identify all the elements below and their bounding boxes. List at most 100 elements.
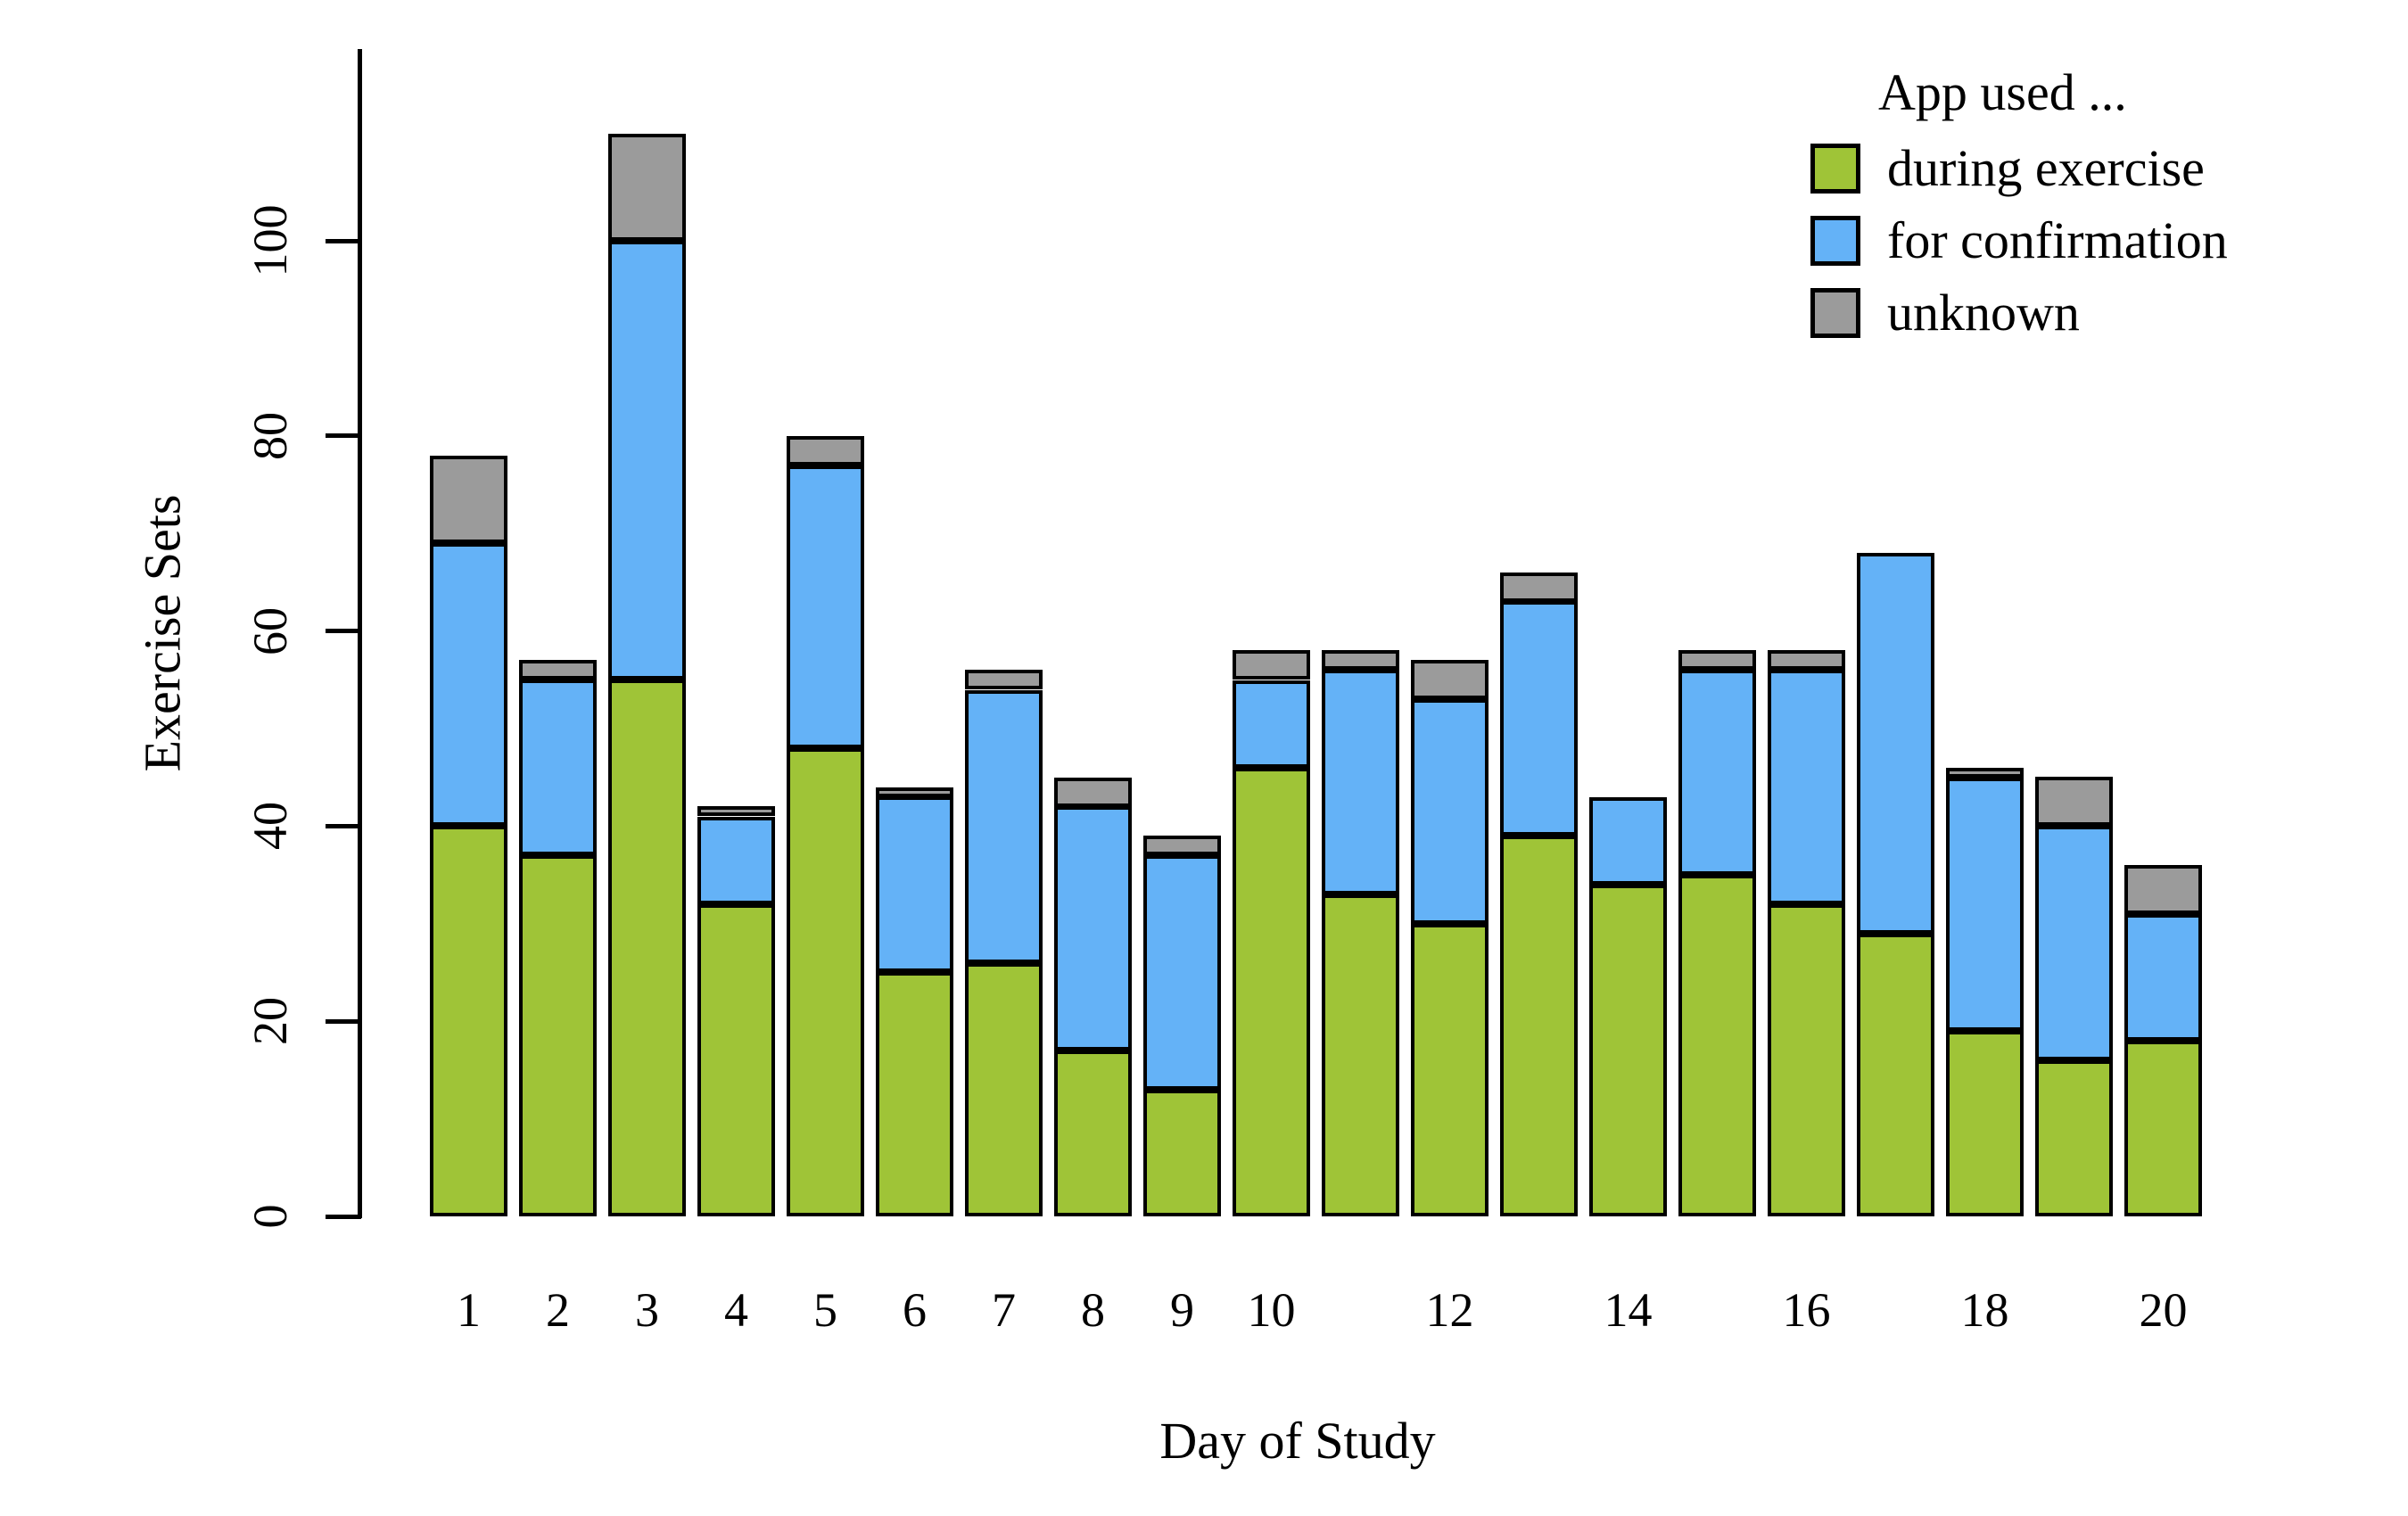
bar-day-6-segment-for-confirmation <box>876 796 953 972</box>
y-tick-label-0: 0 <box>243 1204 297 1229</box>
bar-day-5-segment-for-confirmation <box>787 466 864 748</box>
bar-day-17-segment-during-exercise <box>1857 934 1934 1216</box>
x-tick-label-6: 6 <box>903 1283 927 1337</box>
y-axis-title: Exercise Sets <box>133 494 192 772</box>
legend-item-for-confirmation: for confirmation <box>1810 210 2228 270</box>
bar-day-11-segment-during-exercise <box>1322 894 1399 1216</box>
bar-day-15-segment-for-confirmation <box>1678 670 1756 875</box>
x-tick-label-8: 8 <box>1081 1283 1105 1337</box>
y-tick-0 <box>326 1215 361 1219</box>
x-tick-label-18: 18 <box>1960 1283 2009 1337</box>
y-tick-80 <box>326 433 361 438</box>
bar-day-18-segment-during-exercise <box>1946 1031 2024 1216</box>
bar-day-11-segment-unknown <box>1322 650 1399 670</box>
x-tick-label-1: 1 <box>457 1283 481 1337</box>
bar-day-1-segment-during-exercise <box>430 826 507 1216</box>
bar-day-3-segment-during-exercise <box>608 680 686 1216</box>
bar-day-20-segment-unknown <box>2124 865 2202 914</box>
y-tick-20 <box>326 1019 361 1024</box>
bar-day-10-segment-unknown <box>1233 650 1310 680</box>
legend-label-during-exercise: during exercise <box>1887 139 2205 197</box>
legend-swatch-during-exercise-icon <box>1810 143 1860 194</box>
bar-day-14-segment-during-exercise <box>1589 885 1667 1216</box>
bar-day-20-segment-during-exercise <box>2124 1041 2202 1216</box>
x-tick-label-4: 4 <box>724 1283 748 1337</box>
legend-item-during-exercise: during exercise <box>1810 138 2228 198</box>
bar-day-2-segment-unknown <box>519 660 597 680</box>
bar-day-10-segment-during-exercise <box>1233 768 1310 1216</box>
bar-day-16-segment-unknown <box>1768 650 1845 670</box>
legend-title: App used ... <box>1878 63 2127 121</box>
x-tick-label-7: 7 <box>992 1283 1016 1337</box>
legend-item-unknown: unknown <box>1810 283 2228 342</box>
bar-day-20-segment-for-confirmation <box>2124 914 2202 1041</box>
bar-day-18-segment-unknown <box>1946 768 2024 778</box>
y-axis-line <box>358 49 362 1218</box>
x-tick-label-5: 5 <box>813 1283 837 1337</box>
bar-day-15-segment-during-exercise <box>1678 875 1756 1216</box>
bar-day-7-segment-unknown <box>965 670 1043 689</box>
bar-day-3-segment-unknown <box>608 134 686 241</box>
x-tick-label-20: 20 <box>2139 1283 2188 1337</box>
bar-day-4-segment-for-confirmation <box>697 817 775 904</box>
bar-day-9-segment-for-confirmation <box>1143 855 1221 1090</box>
bar-day-16-segment-during-exercise <box>1768 904 1845 1216</box>
bar-day-5-segment-unknown <box>787 436 864 466</box>
y-tick-label-100: 100 <box>243 204 297 277</box>
bar-day-10-segment-for-confirmation <box>1233 680 1310 768</box>
y-tick-label-40: 40 <box>243 802 297 850</box>
legend-swatch-for-confirmation-icon <box>1810 215 1860 266</box>
bar-day-1-segment-unknown <box>430 456 507 543</box>
legend-label-for-confirmation: for confirmation <box>1887 211 2228 269</box>
bar-day-19-segment-unknown <box>2035 777 2113 826</box>
x-tick-label-2: 2 <box>546 1283 570 1337</box>
bar-day-19-segment-for-confirmation <box>2035 826 2113 1060</box>
bar-day-7-segment-during-exercise <box>965 963 1043 1216</box>
x-tick-label-9: 9 <box>1170 1283 1194 1337</box>
x-tick-label-3: 3 <box>635 1283 659 1337</box>
bar-day-4-segment-during-exercise <box>697 904 775 1216</box>
bar-day-14-segment-for-confirmation <box>1589 797 1667 885</box>
bar-day-6-segment-unknown <box>876 787 953 797</box>
x-tick-label-14: 14 <box>1604 1283 1653 1337</box>
bar-day-12-segment-for-confirmation <box>1411 699 1489 924</box>
bar-day-9-segment-unknown <box>1143 836 1221 855</box>
bar-day-1-segment-for-confirmation <box>430 543 507 826</box>
bar-day-13-segment-for-confirmation <box>1500 601 1578 836</box>
bar-day-16-segment-for-confirmation <box>1768 670 1845 904</box>
bar-day-8-segment-during-exercise <box>1054 1050 1132 1216</box>
bar-day-8-segment-for-confirmation <box>1054 806 1132 1050</box>
bar-day-13-segment-unknown <box>1500 573 1578 602</box>
bar-day-7-segment-for-confirmation <box>965 690 1043 963</box>
bar-day-11-segment-for-confirmation <box>1322 670 1399 894</box>
x-tick-label-12: 12 <box>1425 1283 1474 1337</box>
bar-day-6-segment-during-exercise <box>876 972 953 1216</box>
bar-day-12-segment-during-exercise <box>1411 924 1489 1216</box>
legend-swatch-unknown-icon <box>1810 287 1860 338</box>
y-tick-100 <box>326 239 361 243</box>
y-tick-label-20: 20 <box>243 997 297 1045</box>
bar-day-2-segment-for-confirmation <box>519 680 597 855</box>
y-tick-label-80: 80 <box>243 412 297 460</box>
bar-day-8-segment-unknown <box>1054 778 1132 807</box>
bar-day-5-segment-during-exercise <box>787 748 864 1216</box>
y-tick-40 <box>326 824 361 828</box>
bar-day-15-segment-unknown <box>1678 650 1756 670</box>
bar-day-17-segment-for-confirmation <box>1857 553 1934 934</box>
bar-day-2-segment-during-exercise <box>519 855 597 1216</box>
legend: App used ... during exercise for confirm… <box>1810 62 2228 342</box>
x-tick-label-16: 16 <box>1782 1283 1831 1337</box>
x-tick-label-10: 10 <box>1247 1283 1296 1337</box>
y-tick-60 <box>326 629 361 633</box>
bar-day-19-segment-during-exercise <box>2035 1060 2113 1216</box>
bar-day-18-segment-for-confirmation <box>1946 778 2024 1031</box>
bar-day-3-segment-for-confirmation <box>608 241 686 680</box>
bar-day-9-segment-during-exercise <box>1143 1090 1221 1216</box>
legend-label-unknown: unknown <box>1887 284 2080 342</box>
bar-day-12-segment-unknown <box>1411 660 1489 699</box>
y-tick-label-60: 60 <box>243 607 297 655</box>
bar-day-4-segment-unknown <box>697 806 775 816</box>
x-axis-title: Day of Study <box>1159 1412 1436 1470</box>
bar-day-13-segment-during-exercise <box>1500 836 1578 1216</box>
